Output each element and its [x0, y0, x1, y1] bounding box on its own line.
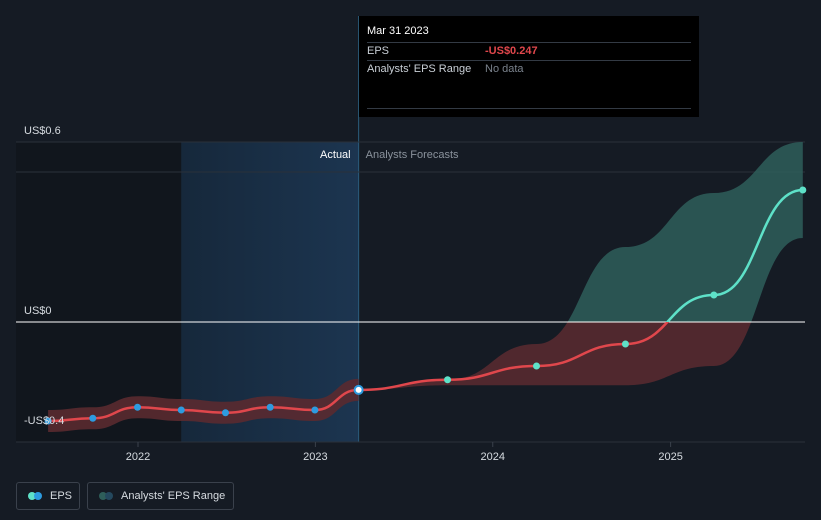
- x-tick-label: 2024: [481, 451, 505, 463]
- range-area-positive: [567, 142, 803, 322]
- y-tick-label: -US$0.4: [24, 415, 64, 427]
- eps-forecast-point: [444, 376, 452, 384]
- eps-actual-line: [48, 388, 359, 423]
- eps-forecast-point: [799, 186, 807, 194]
- eps-actual-point: [353, 384, 364, 395]
- tooltip-eps-label: EPS: [367, 45, 390, 57]
- actual-band: [181, 142, 359, 442]
- eps-legend-icon: [28, 492, 42, 500]
- legend-eps-toggle[interactable]: EPS: [16, 482, 80, 510]
- x-tick-label: 2022: [126, 451, 150, 463]
- range-area-negative: [358, 322, 752, 390]
- y-tick-label: US$0: [24, 305, 52, 317]
- eps-forecast-line-positive: [665, 188, 803, 322]
- past-band: [16, 142, 182, 442]
- legend-range-label: Analysts' EPS Range: [121, 490, 226, 502]
- tooltip: Mar 31 2023 EPS -US$0.247 Analysts' EPS …: [359, 16, 699, 117]
- tooltip-eps-row: EPS -US$0.247: [367, 43, 691, 61]
- eps-actual-point: [44, 417, 52, 425]
- tooltip-date: Mar 31 2023: [367, 16, 691, 43]
- eps-actual-point: [266, 403, 274, 411]
- tooltip-eps-value: -US$0.247: [485, 45, 538, 57]
- x-tick-label: 2025: [658, 451, 682, 463]
- tooltip-range-label: Analysts' EPS Range: [367, 63, 472, 75]
- eps-actual-point: [311, 406, 319, 414]
- range-legend-icon: [99, 492, 113, 500]
- forecast-region-label: Analysts Forecasts: [366, 149, 459, 161]
- tooltip-divider: [367, 108, 691, 109]
- tooltip-range-value: No data: [485, 63, 524, 75]
- eps-actual-point: [134, 403, 142, 411]
- eps-actual-point: [177, 406, 185, 414]
- eps-forecast-point: [710, 291, 718, 299]
- eps-forecast-point: [621, 340, 629, 348]
- actual-region-label: Actual: [320, 149, 351, 161]
- x-tick-label: 2023: [303, 451, 327, 463]
- legend-eps-label: EPS: [50, 490, 73, 502]
- eps-actual-point: [221, 409, 229, 417]
- eps-actual-point: [89, 414, 97, 422]
- tooltip-range-row: Analysts' EPS Range No data: [367, 61, 691, 78]
- legend-range-toggle[interactable]: Analysts' EPS Range: [87, 482, 234, 510]
- historic-range-area: [48, 378, 359, 432]
- y-tick-label: US$0.6: [24, 125, 61, 137]
- eps-forecast-point: [532, 362, 540, 370]
